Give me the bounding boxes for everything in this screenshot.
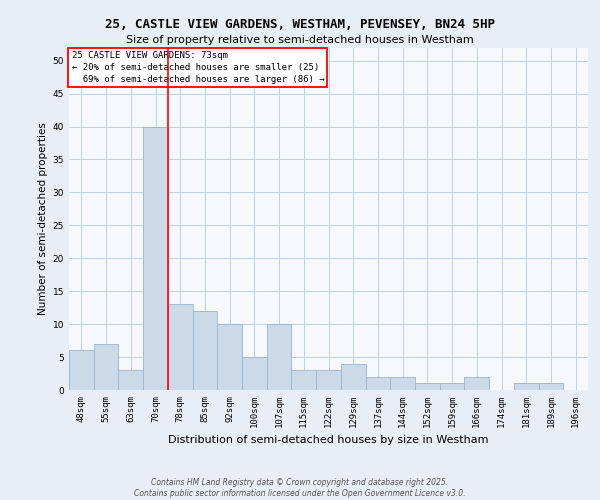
Bar <box>365 377 390 390</box>
Bar <box>415 384 440 390</box>
Bar <box>217 324 242 390</box>
Text: Contains HM Land Registry data © Crown copyright and database right 2025.
Contai: Contains HM Land Registry data © Crown c… <box>134 478 466 498</box>
Y-axis label: Number of semi-detached properties: Number of semi-detached properties <box>38 122 49 315</box>
Text: 25 CASTLE VIEW GARDENS: 73sqm
← 20% of semi-detached houses are smaller (25)
  6: 25 CASTLE VIEW GARDENS: 73sqm ← 20% of s… <box>71 51 324 84</box>
Bar <box>94 344 118 390</box>
Text: Size of property relative to semi-detached houses in Westham: Size of property relative to semi-detach… <box>126 35 474 45</box>
Bar <box>341 364 365 390</box>
Text: 25, CASTLE VIEW GARDENS, WESTHAM, PEVENSEY, BN24 5HP: 25, CASTLE VIEW GARDENS, WESTHAM, PEVENS… <box>105 18 495 31</box>
Bar <box>539 384 563 390</box>
Bar <box>514 384 539 390</box>
Bar <box>69 350 94 390</box>
Bar <box>267 324 292 390</box>
Bar <box>242 357 267 390</box>
Bar <box>193 311 217 390</box>
X-axis label: Distribution of semi-detached houses by size in Westham: Distribution of semi-detached houses by … <box>168 436 489 446</box>
Bar <box>292 370 316 390</box>
Bar <box>118 370 143 390</box>
Bar <box>316 370 341 390</box>
Bar <box>464 377 489 390</box>
Bar <box>168 304 193 390</box>
Bar <box>440 384 464 390</box>
Bar <box>143 126 168 390</box>
Bar <box>390 377 415 390</box>
